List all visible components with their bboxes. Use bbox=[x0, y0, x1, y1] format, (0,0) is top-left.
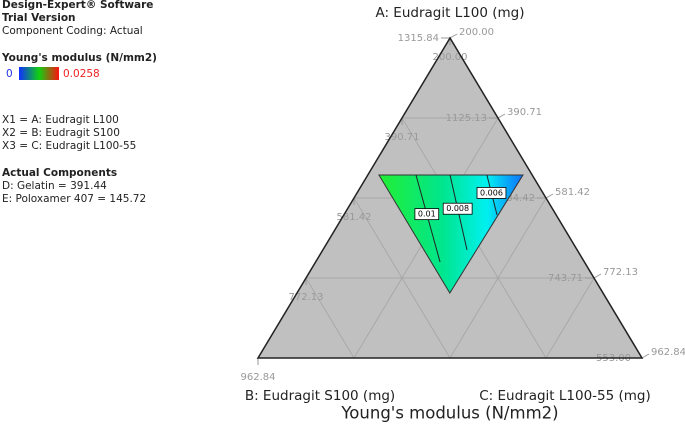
tick-mark bbox=[545, 193, 554, 199]
tick-mark bbox=[593, 273, 602, 279]
header-line: Component Coding: Actual bbox=[2, 25, 143, 37]
contour-label-box bbox=[442, 202, 473, 215]
tick-label: 200.00 bbox=[433, 52, 468, 63]
contour-label: 0.008 bbox=[446, 204, 469, 213]
actual-component: D: Gelatin = 391.44 bbox=[2, 180, 107, 192]
contour-label: 0.01 bbox=[418, 210, 436, 219]
axis-b-label: B: Eudragit S100 (mg) bbox=[245, 388, 395, 404]
chart-title: Young's modulus (N/mm2) bbox=[340, 404, 558, 423]
grid-line bbox=[305, 277, 355, 359]
ternary-frame bbox=[256, 36, 644, 359]
grid-line bbox=[545, 277, 595, 359]
response-region bbox=[378, 174, 524, 294]
axis-a-label: A: Eudragit L100 (mg) bbox=[375, 5, 524, 21]
tick-label: 934.42 bbox=[500, 193, 535, 204]
actual-components-title: Actual Components bbox=[2, 167, 117, 179]
contour-label-box bbox=[414, 208, 440, 221]
tick-label: 772.13 bbox=[603, 267, 638, 278]
tick-label: 962.84 bbox=[651, 347, 685, 358]
tick-label: 743.71 bbox=[548, 273, 583, 284]
tick-mark bbox=[641, 353, 650, 359]
header-line: Trial Version bbox=[2, 12, 76, 24]
contour-label-box bbox=[476, 187, 507, 199]
actual-component: E: Poloxamer 407 = 145.72 bbox=[2, 193, 146, 205]
factor-line: X2 = B: Eudragit S100 bbox=[2, 127, 120, 139]
header-line: Design-Expert® Software bbox=[2, 0, 153, 11]
colorbar-max: 0.0258 bbox=[63, 68, 100, 80]
tick-label: 390.71 bbox=[507, 107, 542, 118]
tick-label: 581.42 bbox=[555, 187, 590, 198]
tick-label: 581.42 bbox=[337, 212, 372, 223]
tick-mark bbox=[449, 33, 458, 39]
grid-line bbox=[449, 197, 547, 359]
tick-label: 390.71 bbox=[385, 132, 420, 143]
factor-line: X1 = A: Eudragit L100 bbox=[2, 114, 119, 126]
factor-line: X3 = C: Eudragit L100-55 bbox=[2, 140, 136, 152]
tick-label: 772.13 bbox=[289, 292, 324, 303]
legend-title: Young's modulus (N/mm2) bbox=[1, 52, 157, 64]
colorbar bbox=[19, 67, 59, 80]
tick-label: 200.00 bbox=[459, 27, 494, 38]
contour-label: 0.006 bbox=[480, 188, 503, 197]
tick-mark bbox=[497, 113, 506, 119]
axis-c-label: C: Eudragit L100-55 (mg) bbox=[479, 388, 651, 404]
tick-label: 1125.13 bbox=[446, 113, 487, 124]
tick-label: 1315.84 bbox=[398, 33, 439, 44]
tick-label: 962.84 bbox=[241, 372, 276, 383]
colorbar-min: 0 bbox=[6, 68, 13, 80]
